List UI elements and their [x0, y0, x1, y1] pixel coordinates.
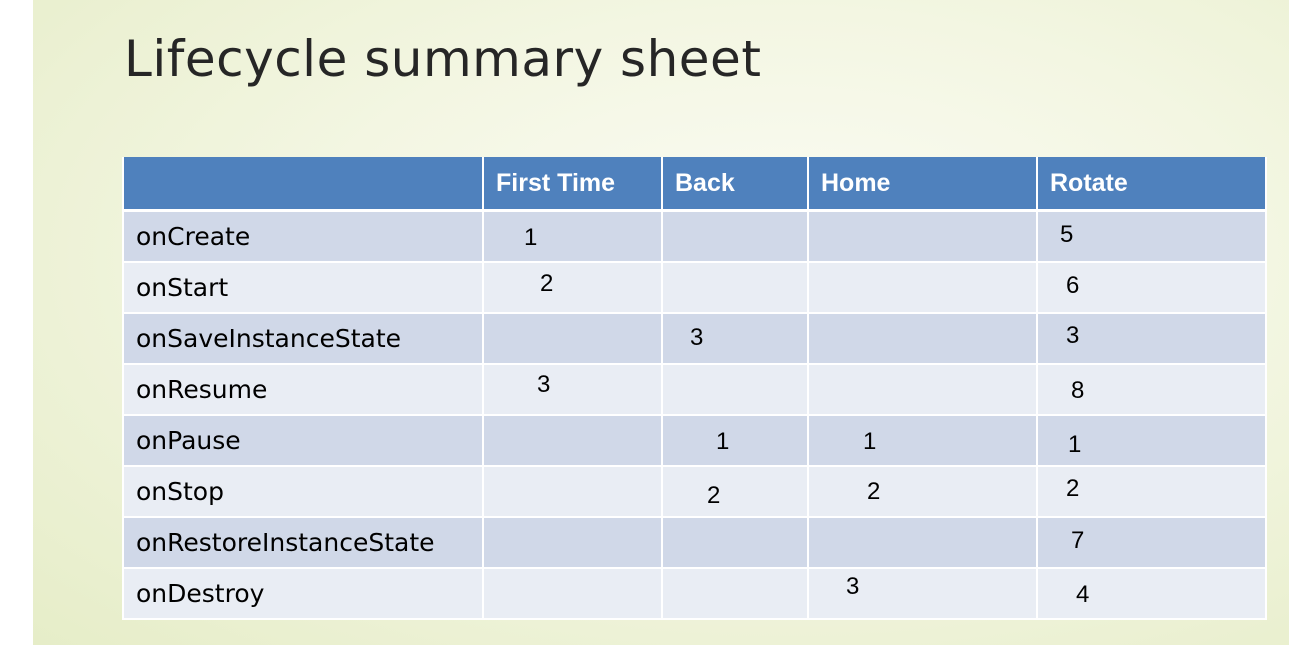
- home-cell: 3: [807, 567, 1038, 620]
- home-cell: [807, 363, 1038, 416]
- method-name-cell: onRestoreInstanceState: [122, 516, 484, 569]
- slide-title: Lifecycle summary sheet: [124, 30, 762, 88]
- rotate-cell: 4: [1036, 567, 1267, 620]
- rotate-cell: 1: [1036, 414, 1267, 467]
- rotate-cell: 7: [1036, 516, 1267, 569]
- rotate-cell: 3: [1036, 312, 1267, 365]
- back-cell: 3: [661, 312, 809, 365]
- first-time-value: 3: [537, 370, 551, 398]
- method-name-cell: onStart: [122, 261, 484, 314]
- table-row: onStop 2 2 2: [122, 465, 1267, 518]
- table-row: onCreate 1 5: [122, 209, 1267, 263]
- back-cell: [661, 261, 809, 314]
- rotate-value: 6: [1066, 271, 1080, 299]
- method-name-cell: onPause: [122, 414, 484, 467]
- rotate-cell: 8: [1036, 363, 1267, 416]
- lifecycle-table: First Time Back Home Rotate onCreate 1 5…: [122, 157, 1267, 620]
- table-row: onPause 1 1 1: [122, 414, 1267, 467]
- slide: Lifecycle summary sheet First Time Back …: [33, 0, 1289, 645]
- back-value: 1: [716, 427, 730, 455]
- first-time-value: 1: [524, 223, 538, 251]
- method-name-cell: onDestroy: [122, 567, 484, 620]
- back-cell: 2: [661, 465, 809, 518]
- header-cell-back: Back: [661, 157, 809, 212]
- back-cell: [661, 567, 809, 620]
- table-row: onDestroy 3 4: [122, 567, 1267, 620]
- first-time-cell: [482, 312, 663, 365]
- rotate-cell: 2: [1036, 465, 1267, 518]
- first-time-cell: [482, 465, 663, 518]
- rotate-value: 4: [1076, 580, 1090, 608]
- rotate-value: 5: [1060, 220, 1074, 248]
- rotate-value: 1: [1068, 430, 1082, 458]
- method-name-cell: onStop: [122, 465, 484, 518]
- rotate-value: 7: [1071, 526, 1085, 554]
- rotate-value: 2: [1066, 474, 1080, 502]
- back-cell: 1: [661, 414, 809, 467]
- home-cell: [807, 209, 1038, 263]
- method-name-cell: onSaveInstanceState: [122, 312, 484, 365]
- header-cell-method: [122, 157, 484, 212]
- table-header-row: First Time Back Home Rotate: [122, 157, 1267, 212]
- home-cell: 2: [807, 465, 1038, 518]
- home-value: 2: [867, 477, 881, 505]
- back-cell: [661, 516, 809, 569]
- table-row: onResume 3 8: [122, 363, 1267, 416]
- home-cell: [807, 261, 1038, 314]
- first-time-cell: 3: [482, 363, 663, 416]
- table-row: onStart 2 6: [122, 261, 1267, 314]
- rotate-value: 8: [1071, 376, 1085, 404]
- rotate-value: 3: [1066, 321, 1080, 349]
- home-value: 3: [846, 572, 860, 600]
- header-cell-rotate: Rotate: [1036, 157, 1267, 212]
- rotate-cell: 6: [1036, 261, 1267, 314]
- table-row: onRestoreInstanceState 7: [122, 516, 1267, 569]
- back-value: 2: [707, 481, 721, 509]
- method-name-cell: onResume: [122, 363, 484, 416]
- first-time-cell: 2: [482, 261, 663, 314]
- home-cell: 1: [807, 414, 1038, 467]
- method-name-cell: onCreate: [122, 209, 484, 263]
- back-cell: [661, 209, 809, 263]
- home-cell: [807, 516, 1038, 569]
- back-cell: [661, 363, 809, 416]
- back-value: 3: [690, 323, 704, 351]
- table-row: onSaveInstanceState 3 3: [122, 312, 1267, 365]
- rotate-cell: 5: [1036, 209, 1267, 263]
- first-time-cell: [482, 516, 663, 569]
- header-cell-first-time: First Time: [482, 157, 663, 212]
- first-time-cell: [482, 414, 663, 467]
- home-cell: [807, 312, 1038, 365]
- header-cell-home: Home: [807, 157, 1038, 212]
- first-time-cell: [482, 567, 663, 620]
- first-time-cell: 1: [482, 209, 663, 263]
- home-value: 1: [863, 427, 877, 455]
- first-time-value: 2: [540, 269, 554, 297]
